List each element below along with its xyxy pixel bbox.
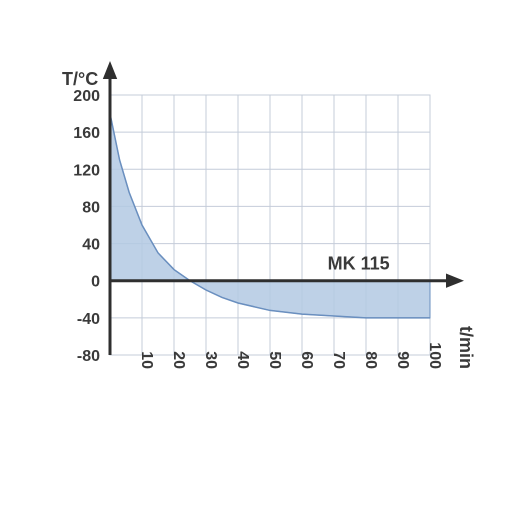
- y-tick-label: 0: [91, 274, 100, 291]
- y-tick-label: 80: [82, 199, 100, 216]
- y-tick-label: -80: [77, 348, 100, 365]
- y-tick-label: -40: [77, 311, 100, 328]
- x-tick-label: 50: [266, 351, 283, 369]
- x-tick-label: 30: [202, 351, 219, 369]
- x-tick-label: 20: [170, 351, 187, 369]
- y-tick-label: 40: [82, 237, 100, 254]
- series-label: MK 115: [328, 254, 390, 274]
- x-tick-label: 100: [426, 342, 443, 369]
- x-axis-label: t/min: [456, 326, 476, 369]
- y-axis-label: T/°C: [62, 69, 98, 89]
- y-tick-label: 160: [73, 125, 100, 142]
- x-tick-label: 90: [394, 351, 411, 369]
- x-tick-label: 10: [138, 351, 155, 369]
- x-tick-label: 70: [330, 351, 347, 369]
- cooling-curve-chart: -80 -40 0 40 80 120 160 200T/°C 10 20 30 40 50 60 70 80…: [0, 0, 515, 515]
- y-tick-label: 120: [73, 162, 100, 179]
- x-tick-label: 60: [298, 351, 315, 369]
- x-tick-label: 80: [362, 351, 379, 369]
- chart-svg: -80 -40 0 40 80 120 160 200T/°C 10 20 30 40 50 60 70 80…: [0, 0, 515, 515]
- y-tick-label: 200: [73, 88, 100, 105]
- x-tick-label: 40: [234, 351, 251, 369]
